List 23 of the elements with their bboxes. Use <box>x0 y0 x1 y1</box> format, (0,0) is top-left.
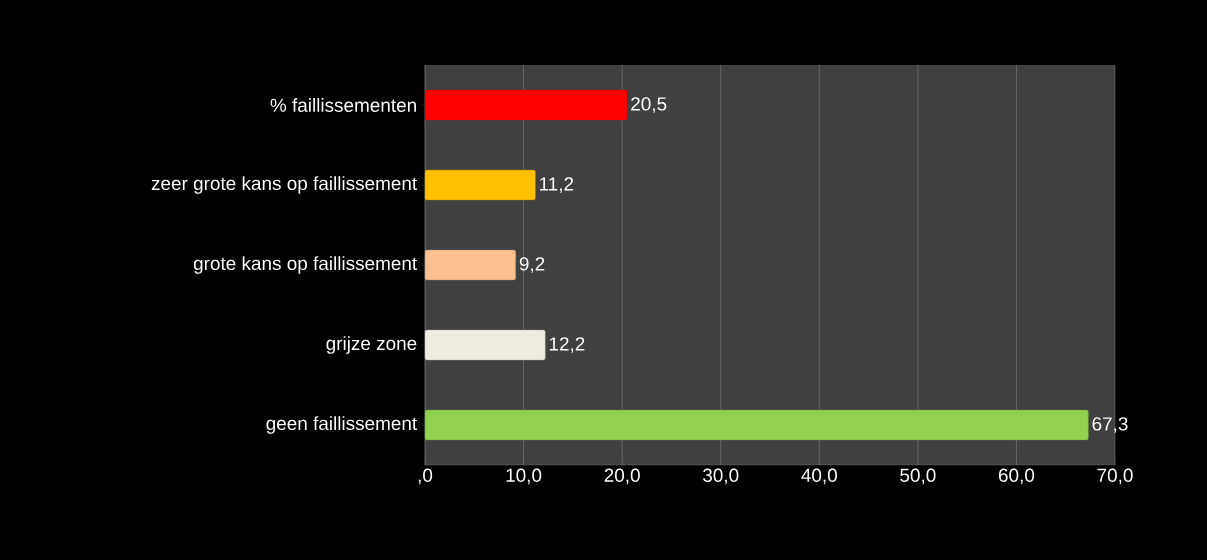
x-tick-label: 20,0 <box>604 468 640 485</box>
x-tick-label: 30,0 <box>703 468 739 485</box>
bar <box>424 89 628 121</box>
x-tick-label: 70,0 <box>1097 468 1133 485</box>
y-tick-label: grijze zone <box>326 336 417 354</box>
x-tick-label: 60,0 <box>998 468 1035 485</box>
data-label: 67,3 <box>1092 417 1128 433</box>
x-tick-label: 50,0 <box>900 468 936 485</box>
bar <box>424 249 516 281</box>
bar <box>424 329 546 361</box>
y-tick-label: zeer grote kans op faillissement <box>151 176 418 194</box>
y-tick-label: grote kans op faillissement <box>193 256 418 274</box>
x-tick-label: 10,0 <box>506 468 542 485</box>
bar <box>424 409 1089 441</box>
bar <box>424 169 536 201</box>
data-label: 11,2 <box>540 177 574 193</box>
y-tick-label: geen faillissement <box>266 416 418 434</box>
data-label: 9,2 <box>519 257 545 273</box>
x-tick-label: 40,0 <box>801 468 837 485</box>
y-tick-label: % faillissementen <box>270 98 416 112</box>
data-label: 20,5 <box>631 97 667 113</box>
data-label: 12,2 <box>549 337 585 353</box>
x-tick-label: ,0 <box>418 468 433 485</box>
